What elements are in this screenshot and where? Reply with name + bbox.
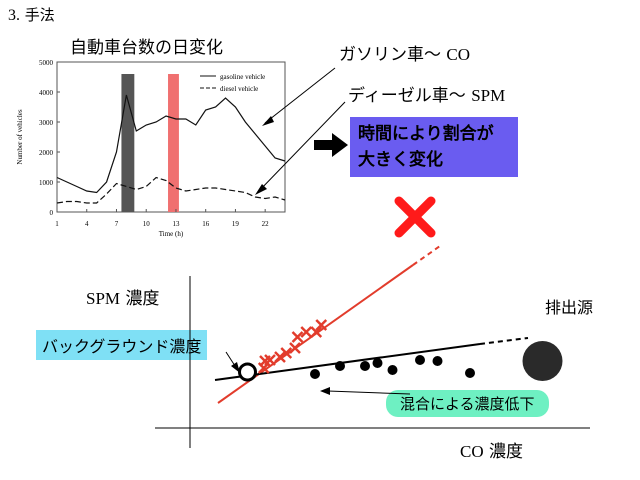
emission-source-marker — [522, 341, 563, 381]
black-dot-marker — [432, 356, 443, 366]
black-dot-marker — [387, 365, 398, 375]
x-tick-label: 16 — [202, 220, 210, 228]
background-concentration-label: バックグラウンド濃度 — [36, 330, 208, 360]
red-x-marker — [264, 354, 276, 366]
black-dot-marker — [335, 361, 345, 371]
big-red-x-marker — [394, 196, 436, 238]
gasoline-pointer-arrow — [264, 67, 336, 124]
dilution-label: 混合による濃度低下 — [386, 390, 549, 417]
red-x-marker — [289, 342, 301, 354]
x-tick-label: 7 — [115, 220, 119, 228]
red-x-marker — [274, 351, 286, 363]
series-line-diesel — [56, 176, 286, 204]
x-tick-label: 1 — [55, 220, 59, 228]
black-dot-marker — [465, 368, 475, 378]
gasoline-co-label: ガソリン車〜 CO — [339, 45, 471, 65]
y-tick-label: 0 — [50, 209, 54, 217]
x-tick-label: 19 — [232, 220, 240, 228]
red-x-marker — [300, 326, 313, 338]
right-arrow-icon — [314, 133, 348, 157]
red-x-marker — [315, 319, 328, 331]
black-dot-marker — [310, 369, 320, 379]
y-tick-label: 1000 — [39, 179, 54, 187]
y-tick-label: 4000 — [39, 89, 54, 97]
gasoline-pointer-arrowhead — [262, 116, 274, 126]
diesel-pointer-arrowhead — [255, 184, 267, 195]
y-tick-label: 3000 — [39, 119, 54, 127]
black-dot-marker — [415, 355, 425, 365]
y-tick-label: 2000 — [39, 149, 54, 157]
x-axis-label: Time (h) — [159, 230, 184, 238]
red-x-marker — [291, 331, 304, 343]
dilution-arrowhead — [320, 387, 330, 395]
red-x-marker — [280, 347, 293, 359]
section-title: 3. 手法 — [8, 6, 55, 24]
background-pointer-arrow — [225, 351, 238, 370]
red-x-marker — [259, 355, 271, 367]
co-axis-label: CO 濃度 — [460, 442, 524, 462]
legend-label: diesel vehicle — [220, 85, 258, 93]
x-tick-label: 22 — [262, 220, 270, 228]
plot-frame — [56, 61, 286, 213]
spm-axis-label: SPM 濃度 — [86, 289, 160, 309]
red-x-marker — [257, 362, 270, 374]
legend-label: gasoline vehicle — [220, 73, 265, 81]
black-regression-extension — [479, 337, 529, 345]
background-pointer-arrowhead — [231, 362, 240, 373]
x-tick-label: 10 — [143, 220, 151, 228]
background-point-marker — [238, 362, 257, 382]
chart-caption: 自動車台数の日変化 — [70, 38, 223, 58]
y-axis-label: Number of vehicles — [16, 109, 24, 164]
x-tick-label: 13 — [172, 220, 180, 228]
red-regression-extension — [412, 245, 441, 266]
red-regression-line — [217, 264, 414, 404]
black-regression-line — [214, 343, 481, 381]
diesel-spm-label: ディーゼル車〜 SPM — [348, 86, 506, 106]
highlight-band-1 — [121, 74, 135, 212]
summary-box: 時間により割合が大きく変化 — [350, 117, 518, 177]
series-line-gasoline — [56, 94, 286, 194]
red-x-marker — [310, 326, 323, 338]
black-dot-marker — [360, 361, 370, 371]
black-dot-marker — [372, 358, 383, 368]
highlight-band-2 — [168, 74, 179, 212]
x-tick-label: 4 — [85, 220, 89, 228]
y-tick-label: 5000 — [39, 59, 54, 67]
source-label: 排出源 — [545, 298, 594, 317]
